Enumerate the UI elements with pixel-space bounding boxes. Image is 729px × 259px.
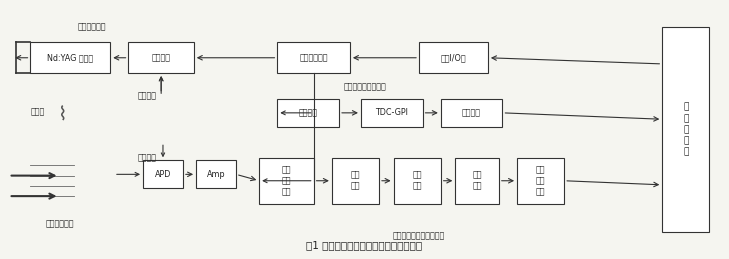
FancyBboxPatch shape: [361, 99, 423, 127]
FancyBboxPatch shape: [277, 42, 350, 73]
Text: 通道
选择: 通道 选择: [413, 171, 422, 191]
FancyBboxPatch shape: [128, 42, 194, 73]
Text: 激光电源: 激光电源: [152, 53, 171, 62]
FancyBboxPatch shape: [277, 99, 339, 127]
FancyBboxPatch shape: [517, 158, 564, 204]
Text: 主
控
计
算
机: 主 控 计 算 机: [683, 103, 689, 156]
Text: 温度监控: 温度监控: [137, 92, 156, 101]
Text: 电压监控: 电压监控: [137, 153, 156, 162]
Text: 高速
数据
采集: 高速 数据 采集: [536, 165, 545, 196]
Text: 通道
甄别: 通道 甄别: [351, 171, 360, 191]
Text: TDC-GPI: TDC-GPI: [375, 108, 408, 117]
Text: APD: APD: [155, 170, 171, 179]
Text: 信号
合成: 信号 合成: [472, 171, 482, 191]
Text: 时刻鉴别: 时刻鉴别: [299, 108, 318, 117]
Text: Amp: Amp: [207, 170, 225, 179]
Text: 数字I/O口: 数字I/O口: [440, 53, 467, 62]
FancyBboxPatch shape: [456, 158, 499, 204]
Text: 回波信号采集和调理单元: 回波信号采集和调理单元: [393, 231, 445, 240]
Text: ⌇: ⌇: [58, 106, 68, 125]
Text: 回波接收单元: 回波接收单元: [45, 220, 74, 229]
Text: 串口通讯: 串口通讯: [462, 108, 481, 117]
Text: Nd:YAG 激光器: Nd:YAG 激光器: [47, 53, 93, 62]
Text: 信号接口和控制单元: 信号接口和控制单元: [343, 83, 386, 92]
Text: 匹配
滤波
电路: 匹配 滤波 电路: [281, 165, 291, 196]
Text: 激光发射单元: 激光发射单元: [78, 23, 106, 32]
Text: 硬件接口电路: 硬件接口电路: [300, 53, 328, 62]
FancyBboxPatch shape: [419, 42, 488, 73]
FancyBboxPatch shape: [394, 158, 441, 204]
Text: 延时线: 延时线: [31, 107, 44, 116]
FancyBboxPatch shape: [143, 160, 183, 189]
FancyBboxPatch shape: [332, 158, 379, 204]
FancyBboxPatch shape: [441, 99, 502, 127]
FancyBboxPatch shape: [662, 27, 709, 232]
FancyBboxPatch shape: [260, 158, 313, 204]
FancyBboxPatch shape: [196, 160, 236, 189]
Text: 图1 激光测高仪电子学系统设计总体框图: 图1 激光测高仪电子学系统设计总体框图: [306, 240, 423, 250]
FancyBboxPatch shape: [31, 42, 110, 73]
